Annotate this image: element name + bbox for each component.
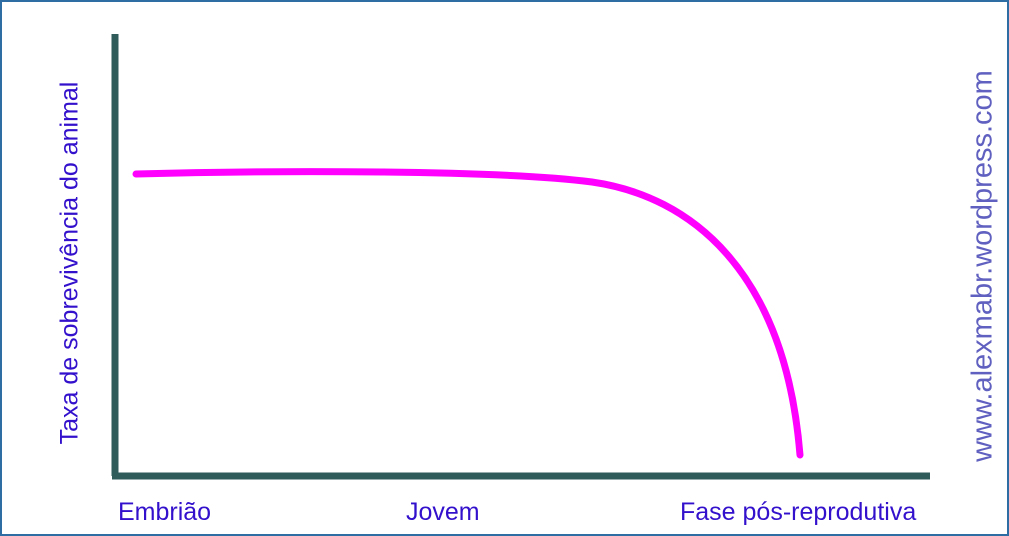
watermark-url: www.alexmabr.wordpress.com: [966, 70, 999, 462]
survival-curve: [132, 168, 804, 459]
x-label-jovem: Jovem: [406, 498, 480, 526]
y-axis-label: Taxa de sobrevivência do animal: [55, 81, 84, 445]
x-label-fase-pos-reprodutiva: Fase pós-reprodutiva: [680, 498, 917, 526]
x-label-embriao: Embrião: [118, 498, 212, 526]
